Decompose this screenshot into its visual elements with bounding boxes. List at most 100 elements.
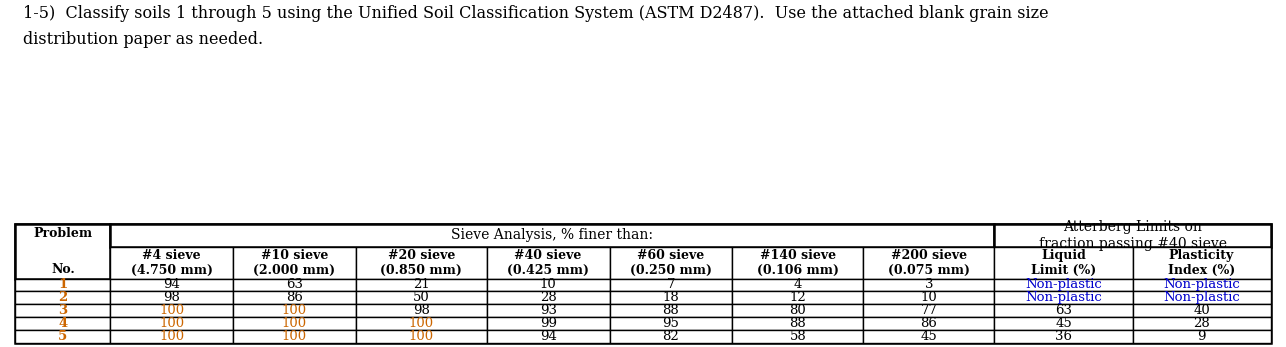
Text: distribution paper as needed.: distribution paper as needed.	[23, 31, 264, 48]
Bar	[15, 317, 111, 330]
Text: 3: 3	[58, 304, 67, 317]
Text: 40: 40	[1193, 304, 1210, 317]
Bar	[111, 291, 233, 304]
Bar	[15, 224, 111, 279]
Text: 7: 7	[666, 279, 675, 291]
Text: 100: 100	[159, 304, 184, 317]
Text: 100: 100	[282, 304, 307, 317]
Text: #200 sieve
(0.075 mm): #200 sieve (0.075 mm)	[887, 248, 970, 277]
Bar	[863, 330, 994, 343]
Text: 10: 10	[921, 291, 937, 304]
Bar	[1133, 247, 1271, 279]
Bar	[233, 330, 356, 343]
Bar	[994, 304, 1133, 317]
Bar	[356, 304, 487, 317]
Text: 98: 98	[413, 304, 430, 317]
Bar	[994, 279, 1133, 291]
Bar	[233, 317, 356, 330]
Text: 100: 100	[159, 330, 184, 343]
Text: 1-5)  Classify soils 1 through 5 using the Unified Soil Classification System (A: 1-5) Classify soils 1 through 5 using th…	[23, 5, 1049, 22]
Text: 95: 95	[662, 317, 679, 330]
Text: Liquid
Limit (%): Liquid Limit (%)	[1031, 248, 1096, 277]
Text: 100: 100	[282, 317, 307, 330]
Text: Plasticity
Index (%): Plasticity Index (%)	[1168, 248, 1235, 277]
Text: Non-plastic: Non-plastic	[1025, 291, 1102, 304]
Text: #40 sieve
(0.425 mm): #40 sieve (0.425 mm)	[507, 248, 589, 277]
Bar	[15, 279, 111, 291]
Bar	[111, 247, 233, 279]
Text: 5: 5	[58, 330, 67, 343]
Text: Non-plastic: Non-plastic	[1163, 279, 1240, 291]
Text: 94: 94	[163, 279, 180, 291]
Bar	[111, 304, 233, 317]
Bar	[994, 224, 1271, 247]
Bar	[356, 291, 487, 304]
Text: 63: 63	[1055, 304, 1073, 317]
Text: 100: 100	[159, 317, 184, 330]
Bar	[863, 317, 994, 330]
Bar	[356, 317, 487, 330]
Bar	[233, 247, 356, 279]
Text: 10: 10	[540, 279, 557, 291]
Text: Non-plastic: Non-plastic	[1163, 291, 1240, 304]
Text: 28: 28	[540, 291, 557, 304]
Bar	[15, 224, 1271, 343]
Bar	[233, 304, 356, 317]
Text: 99: 99	[540, 317, 557, 330]
Bar	[1133, 304, 1271, 317]
Text: 77: 77	[921, 304, 937, 317]
Text: 4: 4	[58, 317, 67, 330]
Text: 58: 58	[790, 330, 806, 343]
Bar	[863, 247, 994, 279]
Text: 63: 63	[285, 279, 302, 291]
Bar	[732, 317, 863, 330]
Bar	[994, 247, 1133, 279]
Text: #140 sieve
(0.106 mm): #140 sieve (0.106 mm)	[756, 248, 838, 277]
Bar	[863, 304, 994, 317]
Text: Non-plastic: Non-plastic	[1025, 279, 1102, 291]
Text: 100: 100	[282, 330, 307, 343]
Text: 100: 100	[409, 317, 433, 330]
Bar	[1133, 291, 1271, 304]
Bar	[356, 330, 487, 343]
Bar	[356, 247, 487, 279]
Bar	[863, 279, 994, 291]
Bar	[994, 330, 1133, 343]
Bar	[732, 279, 863, 291]
Bar	[111, 224, 994, 247]
Bar	[732, 291, 863, 304]
Bar	[487, 317, 610, 330]
Text: 50: 50	[413, 291, 430, 304]
Text: Problem

No.: Problem No.	[33, 227, 93, 276]
Bar	[111, 317, 233, 330]
Bar	[15, 304, 111, 317]
Text: #20 sieve
(0.850 mm): #20 sieve (0.850 mm)	[381, 248, 462, 277]
Bar	[863, 291, 994, 304]
Bar	[732, 304, 863, 317]
Text: 2: 2	[58, 291, 67, 304]
Bar	[15, 330, 111, 343]
Text: 18: 18	[662, 291, 679, 304]
Text: 9: 9	[1197, 330, 1206, 343]
Bar	[994, 317, 1133, 330]
Bar	[111, 330, 233, 343]
Bar	[487, 304, 610, 317]
Bar	[610, 304, 732, 317]
Bar	[610, 279, 732, 291]
Bar	[1133, 317, 1271, 330]
Text: 88: 88	[662, 304, 679, 317]
Text: 88: 88	[790, 317, 806, 330]
Bar	[487, 247, 610, 279]
Text: 21: 21	[413, 279, 430, 291]
Bar	[1133, 330, 1271, 343]
Bar	[487, 291, 610, 304]
Bar	[356, 279, 487, 291]
Bar	[610, 247, 732, 279]
Text: 1: 1	[58, 279, 67, 291]
Text: 36: 36	[1055, 330, 1073, 343]
Text: #10 sieve
(2.000 mm): #10 sieve (2.000 mm)	[253, 248, 336, 277]
Text: Atterberg Limits on
fraction passing #40 sieve: Atterberg Limits on fraction passing #40…	[1039, 220, 1227, 251]
Bar	[610, 291, 732, 304]
Bar	[111, 279, 233, 291]
Text: 93: 93	[540, 304, 557, 317]
